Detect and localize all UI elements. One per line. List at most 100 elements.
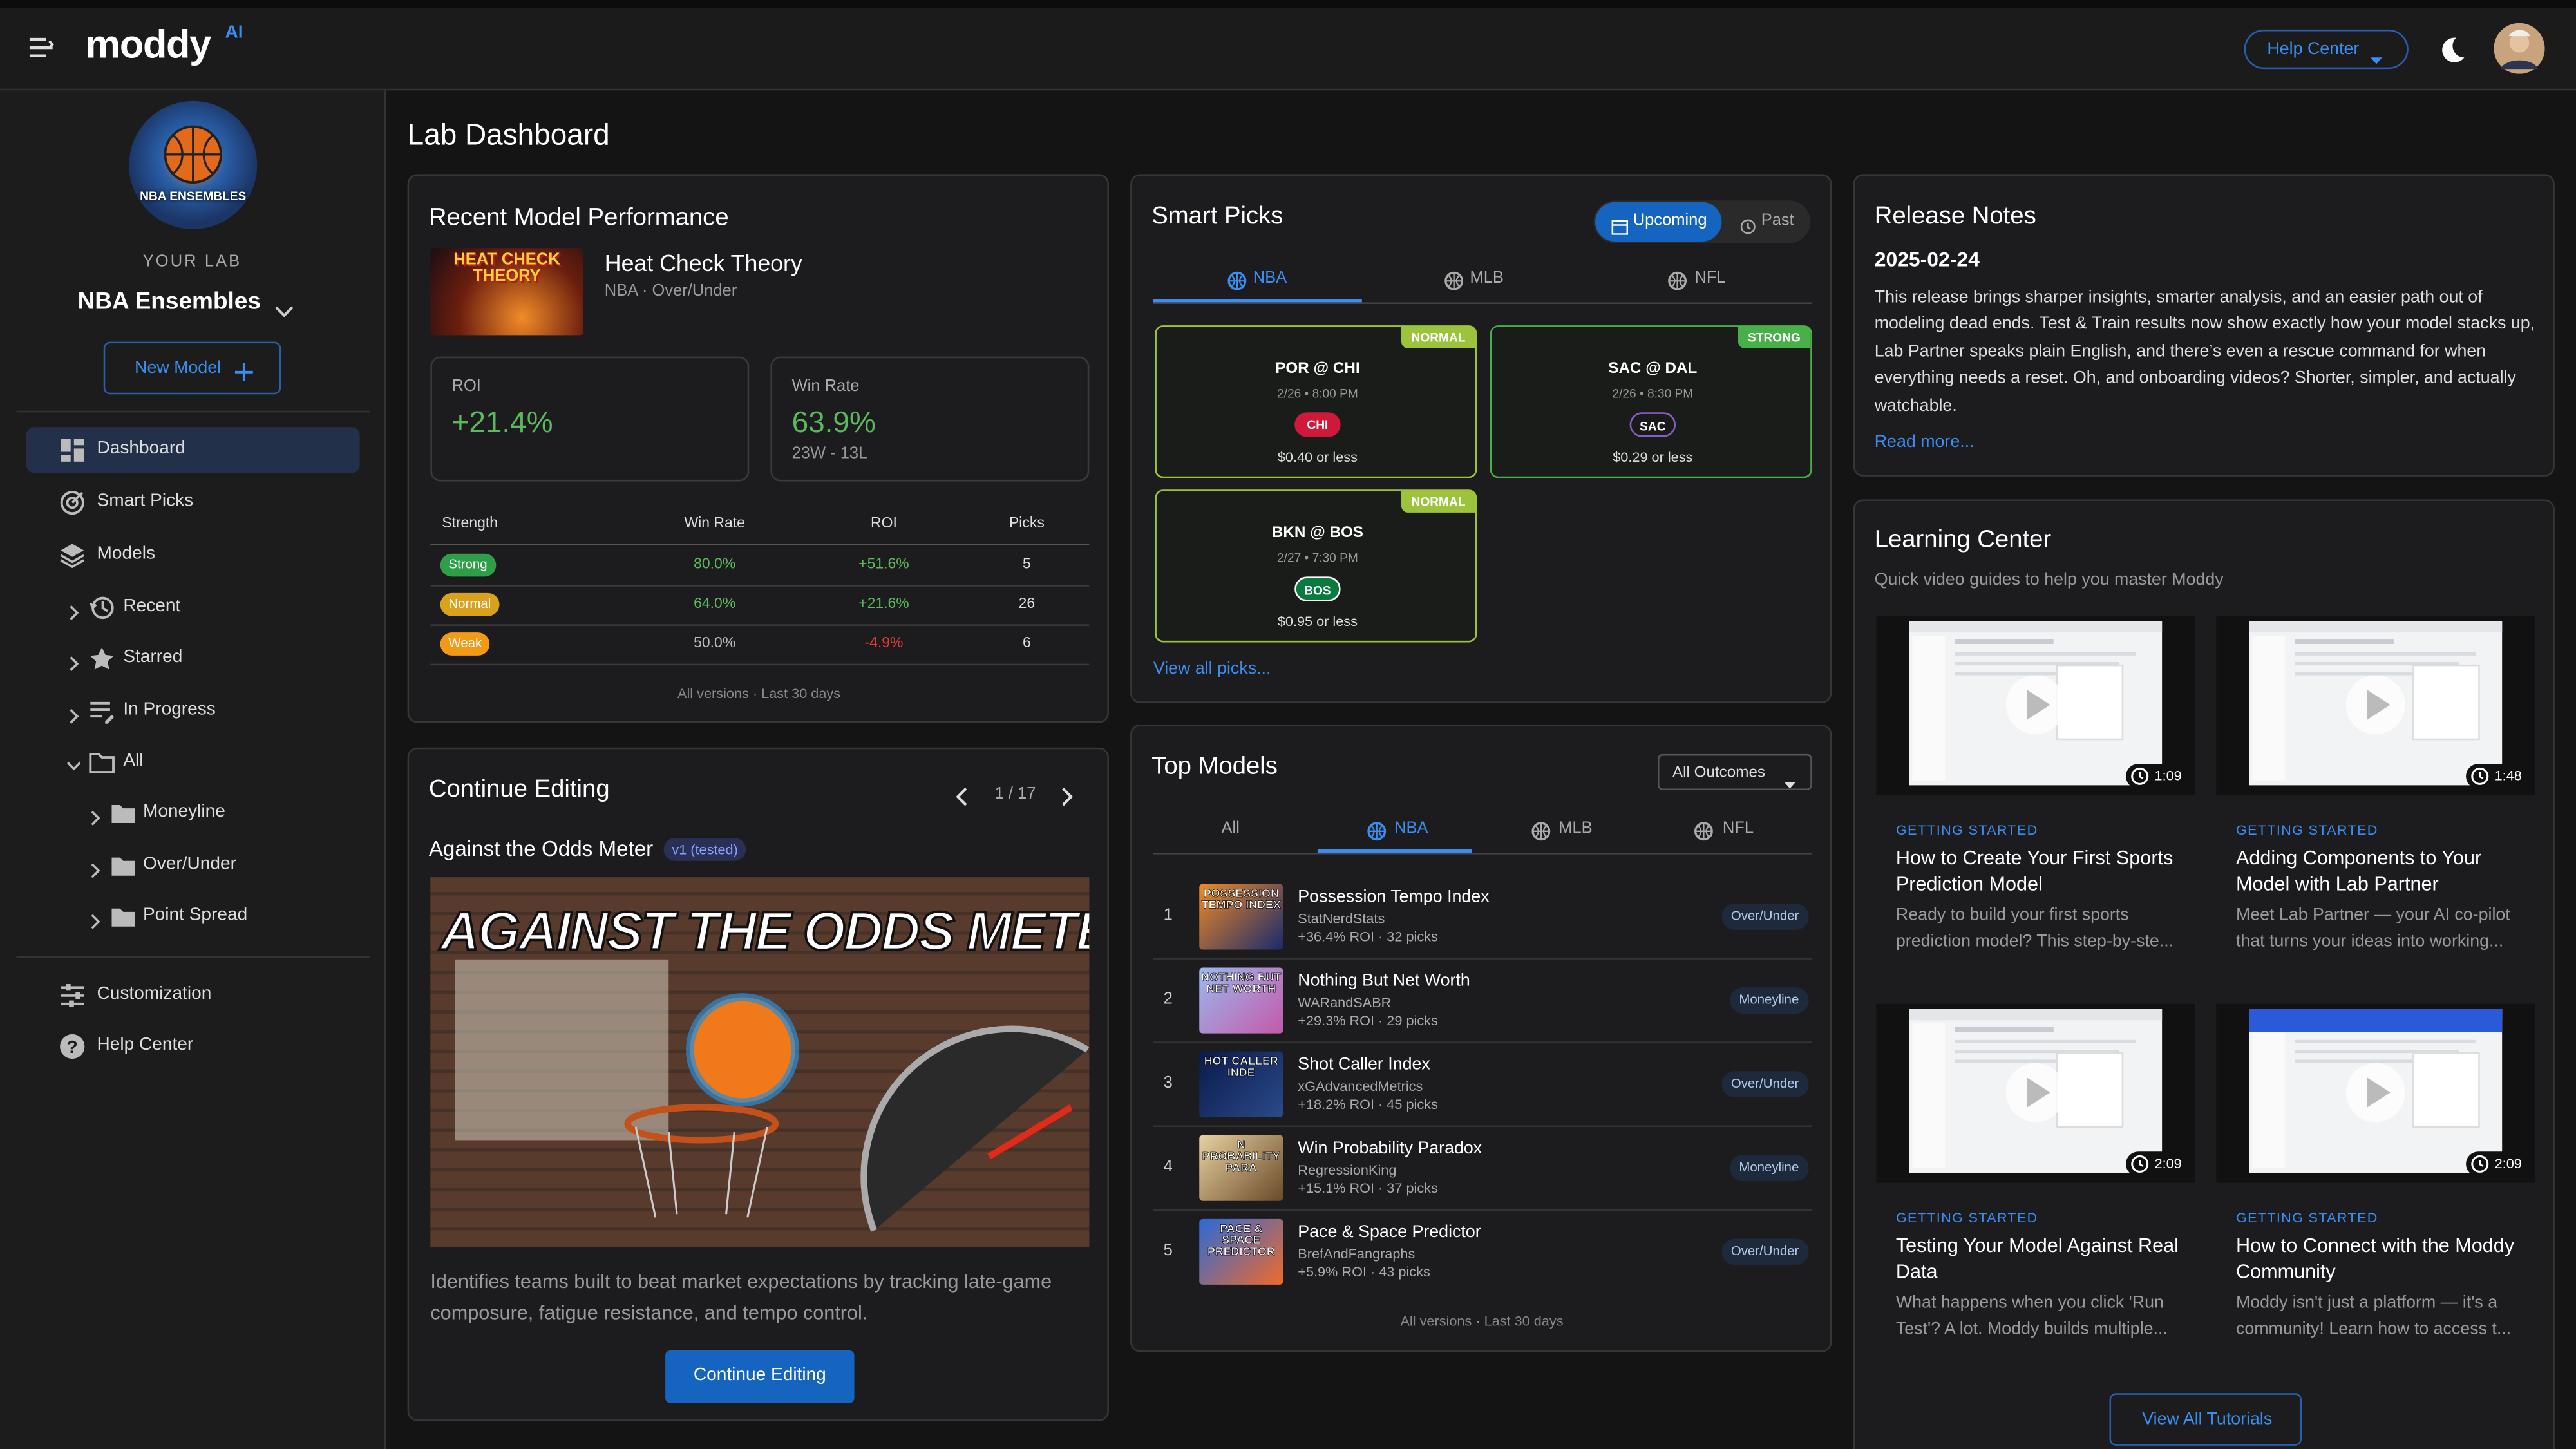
nav-item[interactable]: Dashboard: [97, 439, 185, 459]
model-author: StatNerdStats: [1298, 909, 1385, 927]
next-button[interactable]: [1059, 785, 1074, 806]
new-model-button[interactable]: New Model: [103, 341, 281, 395]
video-thumbnail[interactable]: 1:09: [1876, 616, 2195, 795]
icon-shape: [66, 497, 79, 509]
pick-strength-badge: NORMAL: [1401, 327, 1475, 348]
icon-shape: [89, 596, 114, 620]
avatar[interactable]: [2494, 23, 2545, 74]
video-title[interactable]: How to Connect with the Moddy Community: [2235, 1233, 2515, 1283]
icon-shape: [2249, 621, 2503, 786]
video-title[interactable]: Adding Components to Your Model with Lab…: [2235, 846, 2482, 896]
roi-cell: -4.9%: [864, 634, 904, 652]
row-rule: [430, 585, 1090, 587]
table-footer: All versions · Last 30 days: [677, 685, 841, 701]
icon-shape: [61, 455, 71, 462]
nav-expander[interactable]: [89, 858, 102, 878]
icon-shape: [2056, 1052, 2124, 1128]
nav-item[interactable]: All: [123, 751, 144, 771]
icon-shape: [2295, 1039, 2476, 1043]
pick-card[interactable]: NORMAL BKN @ BOS 2/27 • 7:30 PM BOS $0.95 or…: [1155, 489, 1477, 643]
lab-chevron[interactable]: [274, 298, 294, 317]
matchup: SAC @ DAL: [1608, 359, 1698, 379]
theme-toggle[interactable]: [2436, 35, 2466, 64]
model-thumbnail: HEAT CHECK THEORY: [430, 248, 583, 336]
menu-icon[interactable]: [28, 36, 55, 59]
icon-shape: [1740, 219, 1756, 234]
nav-icon: [89, 594, 115, 621]
continue-editing-button[interactable]: Continue Editing: [665, 1350, 855, 1403]
icon-shape: [2295, 652, 2476, 656]
nav-expander[interactable]: [68, 650, 80, 672]
nav-expander[interactable]: [89, 909, 102, 929]
nav-item[interactable]: In Progress: [123, 700, 216, 720]
model-name[interactable]: Possession Tempo Index: [1298, 887, 1490, 908]
outcome-tag: Over/Under: [1721, 1238, 1809, 1265]
model-name[interactable]: Pace & Space Predictor: [1298, 1223, 1481, 1243]
help-center-button[interactable]: Help Center: [2244, 29, 2409, 70]
release-date: 2025-02-24: [1874, 248, 1980, 272]
icon-shape: [1229, 272, 1245, 289]
video-thumbnail[interactable]: 2:09: [2216, 1003, 2535, 1183]
view-all-tutorials-button[interactable]: View All Tutorials: [2109, 1393, 2302, 1446]
icon-shape: [89, 753, 115, 773]
icon-shape: [91, 863, 100, 878]
model-author: RegressionKing: [1298, 1160, 1397, 1178]
outcome-tag: Over/Under: [1721, 1071, 1809, 1098]
video-title[interactable]: Testing Your Model Against Real Data: [1895, 1233, 2179, 1283]
rank: 1: [1163, 906, 1173, 925]
lab-name[interactable]: NBA Ensembles: [77, 289, 261, 316]
toggle-label[interactable]: Past: [1761, 211, 1794, 230]
icon-shape: [61, 439, 84, 462]
video-thumbnail[interactable]: 1:48: [2216, 616, 2535, 795]
icon-shape: [111, 908, 135, 927]
icon-shape: [1611, 220, 1629, 235]
model-tab[interactable]: All: [1221, 819, 1240, 838]
icon-shape: [2139, 772, 2145, 779]
icon-shape: [2442, 37, 2465, 62]
pick-card[interactable]: STRONG SAC @ DAL 2/26 • 8:30 PM SAC $0.29 or…: [1490, 325, 1812, 478]
history-icon: [1740, 214, 1757, 234]
icon-shape: [2027, 1077, 2050, 1108]
prev-button[interactable]: [956, 785, 969, 806]
sport-tab[interactable]: NFL: [1694, 269, 1726, 287]
model-stats: +36.4% ROI · 32 picks: [1298, 927, 1438, 945]
nav-expander[interactable]: [89, 805, 102, 826]
nav-item[interactable]: Models: [97, 544, 155, 564]
icon-shape: [91, 863, 100, 878]
nav-item[interactable]: Customization: [97, 984, 212, 1005]
toggle-upcoming[interactable]: Upcoming: [1595, 202, 1722, 242]
sport-tab[interactable]: NBA: [1253, 269, 1287, 287]
nav-item[interactable]: Starred: [123, 647, 183, 668]
icon-shape: [29, 37, 55, 58]
icon-shape: [129, 100, 258, 229]
nav-expander[interactable]: [68, 600, 80, 620]
sport-tab[interactable]: MLB: [1470, 269, 1504, 287]
pick-card[interactable]: NORMAL POR @ CHI 2/26 • 8:00 PM CHI $0.40 or…: [1155, 325, 1477, 478]
lab-logo: [128, 100, 258, 231]
video-title[interactable]: How to Create Your First Sports Predicti…: [1895, 846, 2174, 896]
nav-item[interactable]: Smart Picks: [97, 491, 194, 511]
video-thumbnail[interactable]: 2:09: [1876, 1003, 2195, 1183]
model-tab[interactable]: MLB: [1558, 819, 1593, 838]
model-name[interactable]: Win Probability Paradox: [1298, 1139, 1482, 1159]
model-name[interactable]: Shot Caller Index: [1298, 1055, 1430, 1075]
icon-shape: [275, 306, 294, 317]
nav-item[interactable]: Point Spread: [142, 905, 248, 925]
model-tab[interactable]: NBA: [1394, 819, 1428, 838]
nav-item[interactable]: Over/Under: [142, 854, 236, 875]
icon-shape: [1694, 822, 1713, 841]
icon-shape: [90, 647, 114, 670]
nav-expander[interactable]: [68, 703, 80, 724]
nav-item[interactable]: Recent: [123, 596, 181, 617]
nav-item[interactable]: Help Center: [97, 1035, 194, 1056]
nav-expander[interactable]: [66, 754, 82, 771]
video-duration: 1:48: [2467, 764, 2529, 789]
outcome-filter[interactable]: All Outcomes: [1657, 753, 1812, 791]
icon-shape: [956, 788, 967, 806]
read-more[interactable]: Read more...: [1874, 433, 1975, 453]
model-tab[interactable]: NFL: [1722, 819, 1754, 838]
nav-item[interactable]: Moneyline: [142, 802, 225, 822]
model-name[interactable]: Nothing But Net Worth: [1298, 971, 1470, 992]
view-all-picks[interactable]: View all picks...: [1153, 659, 1271, 679]
